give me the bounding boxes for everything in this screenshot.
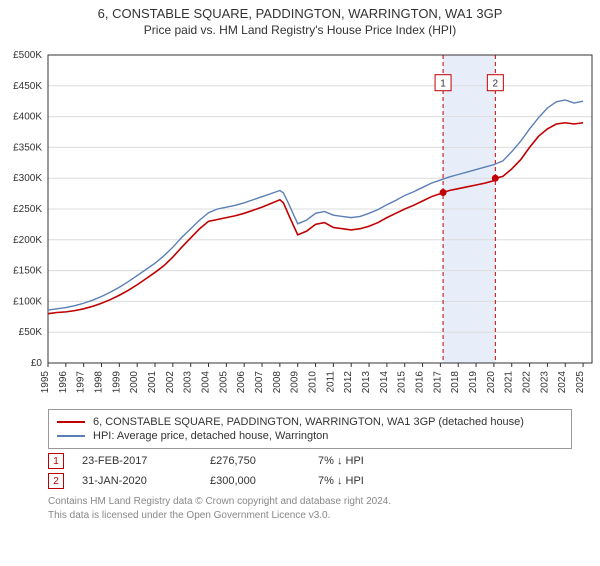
svg-text:2003: 2003 (183, 371, 194, 394)
chart-title: 6, CONSTABLE SQUARE, PADDINGTON, WARRING… (0, 6, 600, 21)
chart-svg: £0 £50K £100K £150K £200K £250K £300K £350K £400… (0, 45, 600, 405)
svg-text:2011: 2011 (325, 371, 336, 393)
svg-text:2020: 2020 (486, 371, 497, 394)
sale-diff-2: 7% ↓ HPI (318, 475, 418, 487)
sale-row-2: 2 31-JAN-2020 £300,000 7% ↓ HPI (48, 473, 572, 489)
svg-text:£200K: £200K (13, 235, 42, 246)
sale-marker-2: 2 (48, 473, 64, 489)
svg-text:1996: 1996 (58, 371, 69, 394)
svg-text:2006: 2006 (236, 371, 247, 394)
svg-text:2019: 2019 (468, 371, 479, 394)
footer-line-2: This data is licensed under the Open Gov… (48, 509, 572, 523)
svg-text:£400K: £400K (13, 112, 42, 123)
sale-date-2: 31-JAN-2020 (82, 475, 192, 487)
svg-text:2008: 2008 (272, 371, 283, 394)
svg-text:2005: 2005 (218, 371, 229, 394)
svg-text:2023: 2023 (539, 371, 550, 394)
svg-text:2007: 2007 (254, 371, 265, 394)
sale-price-1: £276,750 (210, 455, 300, 467)
svg-text:2002: 2002 (165, 371, 176, 394)
svg-text:£150K: £150K (13, 266, 42, 277)
svg-text:£450K: £450K (13, 81, 42, 92)
legend-label-hpi: HPI: Average price, detached house, Warr… (93, 430, 328, 442)
chart-subtitle: Price paid vs. HM Land Registry's House … (0, 23, 600, 37)
sale-row-1: 1 23-FEB-2017 £276,750 7% ↓ HPI (48, 453, 572, 469)
sale-date-1: 23-FEB-2017 (82, 455, 192, 467)
legend-swatch-hpi (57, 435, 85, 437)
svg-text:1995: 1995 (40, 371, 51, 394)
svg-text:£250K: £250K (13, 204, 42, 215)
svg-text:£0: £0 (31, 358, 43, 369)
svg-text:£300K: £300K (13, 173, 42, 184)
svg-text:2015: 2015 (397, 371, 408, 394)
svg-text:2017: 2017 (432, 371, 443, 394)
svg-text:2009: 2009 (290, 371, 301, 394)
svg-text:2004: 2004 (201, 371, 212, 394)
sale-price-2: £300,000 (210, 475, 300, 487)
svg-text:1997: 1997 (76, 371, 87, 394)
svg-text:2022: 2022 (522, 371, 533, 394)
svg-text:2025: 2025 (575, 371, 586, 394)
svg-text:2013: 2013 (361, 371, 372, 394)
footer-line-1: Contains HM Land Registry data © Crown c… (48, 495, 572, 509)
legend-row-hpi: HPI: Average price, detached house, Warr… (57, 430, 563, 442)
svg-text:2016: 2016 (415, 371, 426, 394)
svg-text:2: 2 (493, 79, 499, 90)
svg-text:£350K: £350K (13, 142, 42, 153)
footer-attribution: Contains HM Land Registry data © Crown c… (48, 495, 572, 522)
svg-text:2018: 2018 (450, 371, 461, 394)
svg-text:£100K: £100K (13, 296, 42, 307)
svg-text:1: 1 (440, 79, 446, 90)
svg-text:£50K: £50K (19, 327, 43, 338)
svg-text:2014: 2014 (379, 371, 390, 394)
legend-box: 6, CONSTABLE SQUARE, PADDINGTON, WARRING… (48, 409, 572, 449)
svg-text:£500K: £500K (13, 50, 42, 61)
legend-row-subject: 6, CONSTABLE SQUARE, PADDINGTON, WARRING… (57, 416, 563, 428)
sale-diff-1: 7% ↓ HPI (318, 455, 418, 467)
sale-marker-1: 1 (48, 453, 64, 469)
chart-container: 6, CONSTABLE SQUARE, PADDINGTON, WARRING… (0, 6, 600, 566)
svg-text:1998: 1998 (94, 371, 105, 394)
svg-text:2021: 2021 (504, 371, 515, 394)
legend-label-subject: 6, CONSTABLE SQUARE, PADDINGTON, WARRING… (93, 416, 524, 428)
svg-text:2024: 2024 (557, 371, 568, 394)
svg-text:2012: 2012 (343, 371, 354, 394)
sales-table: 1 23-FEB-2017 £276,750 7% ↓ HPI 2 31-JAN… (48, 453, 572, 489)
svg-text:2000: 2000 (129, 371, 140, 394)
svg-text:1999: 1999 (111, 371, 122, 394)
svg-text:2001: 2001 (147, 371, 158, 394)
legend-swatch-subject (57, 421, 85, 423)
svg-text:2010: 2010 (308, 371, 319, 394)
chart-plot-area: £0 £50K £100K £150K £200K £250K £300K £350K £400… (0, 45, 600, 405)
